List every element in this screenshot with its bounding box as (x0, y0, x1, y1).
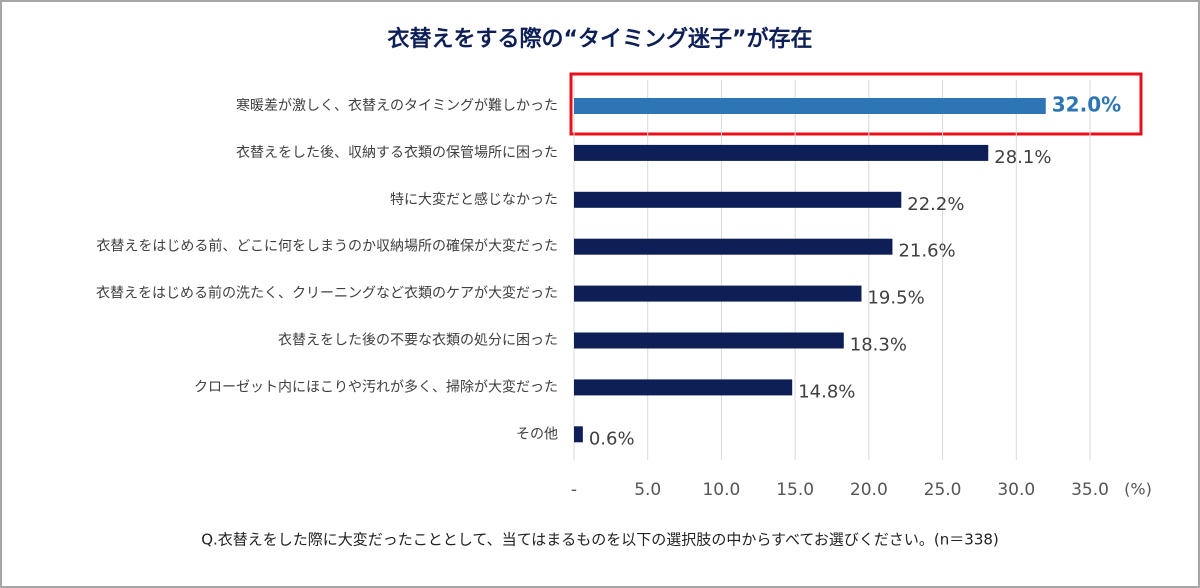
chart-title: 衣替えをする際の“タイミング迷子”が存在 (388, 26, 813, 52)
value-label: 21.6% (898, 241, 955, 262)
x-tick-label: 5.0 (634, 480, 661, 500)
x-tick-label: 10.0 (702, 480, 740, 500)
bar (574, 238, 893, 255)
bar (574, 379, 793, 396)
x-tick-label: 30.0 (997, 480, 1035, 500)
footnote: Q.衣替えをした際に大変だったこととして、当てはまるものを以下の選択肢の中からす… (201, 531, 999, 549)
value-label: 19.5% (867, 288, 924, 309)
bar (574, 285, 862, 302)
value-label: 32.0% (1052, 93, 1121, 117)
highlight-box (569, 72, 1143, 136)
bar (574, 191, 902, 208)
bar (574, 98, 1046, 114)
bar (574, 332, 844, 349)
bar (574, 426, 583, 443)
value-label: 22.2% (907, 194, 964, 215)
value-label: 0.6% (589, 428, 635, 449)
value-label: 18.3% (850, 335, 907, 356)
x-tick-label: 15.0 (776, 480, 814, 500)
category-label: クローゼット内にほこりや汚れが多く、掃除が大変だった (194, 378, 558, 395)
category-label: 特に大変だと感じなかった (390, 191, 558, 208)
x-tick-label: 35.0 (1071, 480, 1109, 500)
category-label: 衣替えをはじめる前、どこに何をしまうのか収納場所の確保が大変だった (96, 238, 558, 255)
category-label: 寒暖差が激しく、衣替えのタイミングが難しかった (236, 97, 558, 114)
value-label: 28.1% (994, 147, 1051, 168)
x-tick-label: 20.0 (850, 480, 888, 500)
category-label: その他 (516, 426, 558, 442)
category-label: 衣替えをした後、収納する衣類の保管場所に困った (236, 145, 558, 161)
x-tick-label: 25.0 (924, 480, 962, 500)
bar (574, 144, 989, 161)
value-label: 14.8% (798, 381, 855, 402)
category-label: 衣替えをした後の不要な衣類の処分に困った (278, 333, 558, 349)
x-axis-unit: (%) (1124, 480, 1152, 499)
x-tick-label: - (571, 480, 577, 500)
category-label: 衣替えをはじめる前の洗たく、クリーニングなど衣類のケアが大変だった (96, 285, 558, 302)
